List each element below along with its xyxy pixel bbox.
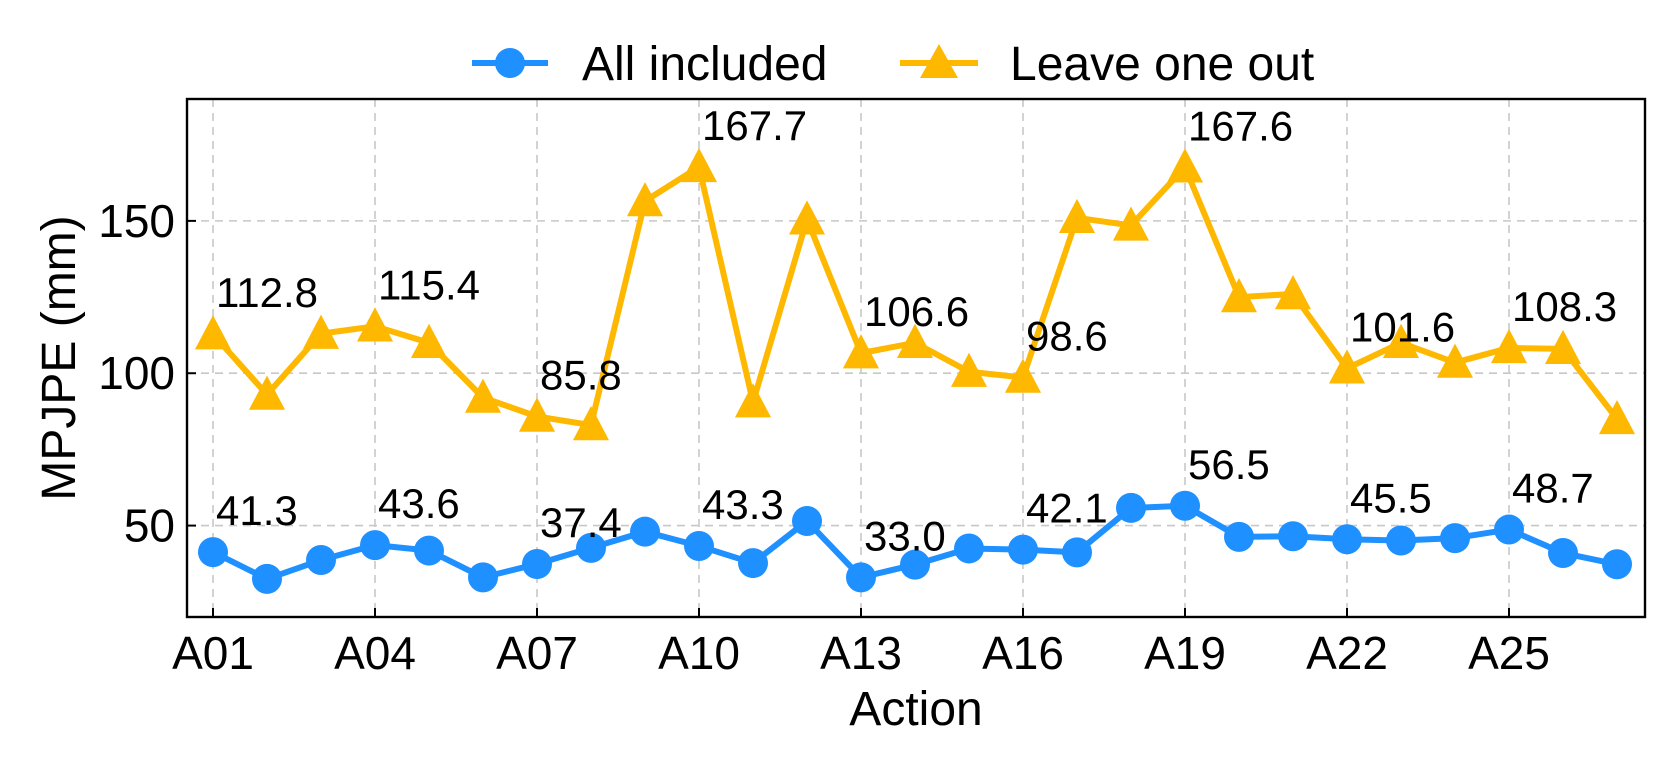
data-point [684,531,714,562]
data-point [1220,278,1258,313]
x-tick-label: A07 [496,627,578,679]
data-point [1166,148,1204,183]
data-label: 98.6 [1026,313,1108,360]
y-tick-label: 50 [124,500,175,552]
data-label: 48.7 [1512,465,1594,512]
data-point [1058,198,1096,234]
y-axis-title: MPJPE (mm) [33,215,86,500]
data-point [896,323,934,358]
data-point [954,533,984,564]
data-label: 56.5 [1188,441,1270,488]
x-tick-label: A16 [982,627,1064,679]
data-point [306,545,336,576]
data-point [1490,328,1528,364]
data-point [900,549,930,580]
data-point [464,378,502,413]
data-point [1328,349,1366,384]
data-point [1274,275,1312,310]
data-point [792,506,822,537]
legend: All included Leave one out [472,38,1314,91]
series-layer [194,147,1636,594]
data-point [1602,549,1632,580]
data-point [1494,514,1524,545]
data-point [198,537,228,568]
data-label: 45.5 [1350,474,1432,521]
data-point [734,383,772,418]
data-point [522,548,552,579]
x-axis-title: Action [849,683,982,736]
data-point [950,352,988,387]
data-point [680,147,718,183]
y-tick-label: 150 [98,195,175,247]
data-point [626,182,664,217]
data-label: 43.3 [702,481,784,528]
data-point [468,562,498,593]
data-point [360,530,390,561]
data-point [576,532,606,563]
data-point [1116,492,1146,523]
data-label: 85.8 [540,352,622,399]
data-point [356,307,394,342]
data-label: 167.6 [1188,102,1293,149]
x-tick-label: A01 [172,627,254,679]
data-point [1598,399,1636,435]
legend-marker-triangle [920,44,958,78]
data-label: 33.0 [864,512,946,559]
data-point [738,548,768,579]
axis-ticks: A01 A04 A07 A10 A13 A16 A19 A22 A25 50 100 150 [98,195,1550,679]
data-point [414,535,444,566]
data-point [630,516,660,547]
data-point [1004,358,1042,393]
data-label: 115.4 [378,261,480,308]
data-label: 37.4 [540,499,622,546]
x-tick-label: A25 [1468,627,1550,679]
series-leave-one-out [194,147,1636,441]
data-label: 112.8 [216,269,318,316]
data-point [842,334,880,369]
x-tick-label: A22 [1306,627,1388,679]
x-tick-label: A19 [1144,627,1226,679]
data-point [410,323,448,358]
data-label: 101.6 [1350,303,1455,350]
legend-label-leave-one-out: Leave one out [1010,38,1314,91]
legend-marker-circle [495,48,525,78]
data-point [572,406,610,441]
x-tick-label: A13 [820,627,902,679]
legend-label-all-included: All included [582,38,827,91]
data-point [1332,524,1362,555]
data-point [1382,323,1420,358]
data-point [1548,538,1578,569]
data-point [194,315,232,350]
data-point [788,200,826,235]
y-tick-label: 100 [98,347,175,399]
data-point [846,562,876,593]
data-label: 108.3 [1512,283,1617,330]
data-point [248,375,286,410]
data-point [1170,490,1200,521]
x-tick-label: A04 [334,627,416,679]
data-point [1008,534,1038,565]
series-all-included [198,490,1632,594]
data-label: 167.7 [702,102,807,149]
data-labels: 41.3 43.6 37.4 43.3 33.0 42.1 56.5 45.5 48.7 112.… [216,102,1617,559]
data-point [1062,537,1092,568]
plot-frame [185,97,1647,619]
x-tick-label: A10 [658,627,740,679]
data-point [1440,523,1470,554]
data-point [1278,521,1308,552]
data-point [1224,521,1254,552]
data-point [518,397,556,432]
data-point [1112,206,1150,241]
data-label: 42.1 [1026,485,1108,532]
data-point [252,563,282,594]
data-label: 43.6 [378,480,460,527]
data-point [302,314,340,349]
data-point [1386,525,1416,556]
data-label: 106.6 [864,288,969,335]
data-point [1544,329,1582,365]
data-label: 41.3 [216,487,298,534]
data-point [1436,343,1474,378]
